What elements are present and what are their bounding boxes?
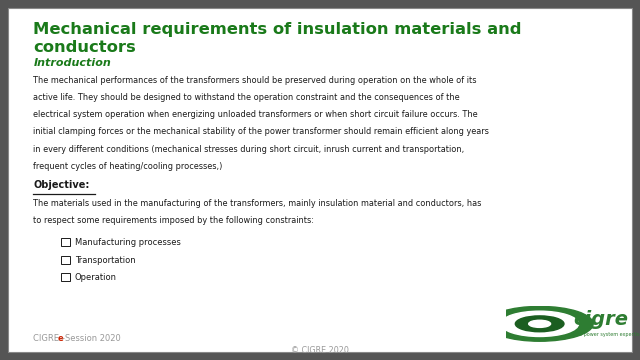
Text: The materials used in the manufacturing of the transformers, mainly insulation m: The materials used in the manufacturing … [33,199,482,208]
Text: the power system expertise: the power system expertise [573,332,640,337]
Text: frequent cycles of heating/cooling processes,): frequent cycles of heating/cooling proce… [33,162,223,171]
Text: Transportation: Transportation [75,256,136,265]
Text: cigre: cigre [573,310,628,329]
Text: e: e [58,334,63,343]
Text: -Session 2020: -Session 2020 [62,334,121,343]
Circle shape [500,311,579,337]
Text: active life. They should be designed to withstand the operation constraint and t: active life. They should be designed to … [33,93,460,102]
Text: Manufacturing processes: Manufacturing processes [75,238,180,247]
Text: The mechanical performances of the transformers should be preserved during opera: The mechanical performances of the trans… [33,76,477,85]
Text: electrical system operation when energizing unloaded transformers or when short : electrical system operation when energiz… [33,110,478,119]
Text: CIGRE: CIGRE [33,334,62,343]
Text: Mechanical requirements of insulation materials and: Mechanical requirements of insulation ma… [33,22,522,37]
Text: Objective:: Objective: [33,180,90,190]
Text: in every different conditions (mechanical stresses during short circuit, inrush : in every different conditions (mechanica… [33,145,465,154]
Text: conductors: conductors [33,40,136,55]
Circle shape [515,316,564,332]
Text: initial clamping forces or the mechanical stability of the power transformer sho: initial clamping forces or the mechanica… [33,127,489,136]
Text: to respect some requirements imposed by the following constraints:: to respect some requirements imposed by … [33,216,314,225]
Text: © CIGRE 2020: © CIGRE 2020 [291,346,349,355]
Text: Introduction: Introduction [33,58,111,68]
Circle shape [486,306,593,341]
Circle shape [529,320,550,327]
Text: Operation: Operation [75,273,117,282]
